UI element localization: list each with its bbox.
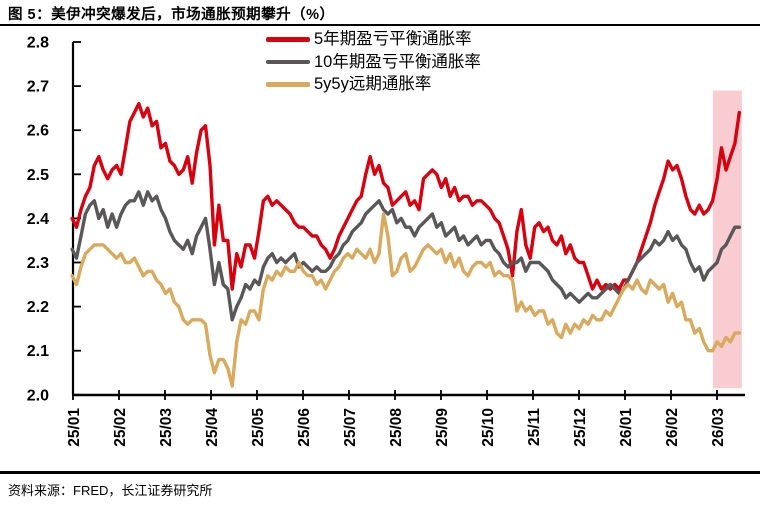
- x-tick-label: 25/11: [526, 408, 543, 446]
- y-tick-label: 2.5: [27, 167, 49, 184]
- chart-legend: 5年期盈亏平衡通胀率 10年期盈亏平衡通胀率 5y5y远期通胀率: [266, 28, 481, 96]
- series-3-line-swatch: [266, 82, 310, 87]
- y-tick-label: 2.3: [27, 255, 49, 272]
- x-tick-label: 25/04: [204, 408, 221, 447]
- series-line-2: [70, 190, 741, 322]
- y-tick-label: 2.8: [27, 35, 49, 52]
- x-tick-label: 25/09: [434, 408, 451, 447]
- footer-divider: [0, 471, 760, 474]
- x-tick-label: 26/02: [664, 408, 681, 447]
- y-tick-label: 2.6: [27, 123, 49, 140]
- y-tick-label: 2.4: [27, 211, 49, 228]
- x-tick-label: 25/08: [388, 408, 405, 447]
- x-tick-label: 25/03: [158, 408, 175, 447]
- legend-item-5y-breakeven: 5年期盈亏平衡通胀率: [266, 28, 481, 51]
- x-tick-label: 25/06: [296, 408, 313, 447]
- series-2-line-swatch: [266, 59, 310, 64]
- line-chart: 2.0 2.1 2.2 2.3 2.4 2.5 2.6 2.7 2.8 25/01 25/02 25/…: [27, 35, 745, 447]
- legend-label: 5年期盈亏平衡通胀率: [314, 30, 472, 48]
- x-tick-label: 26/03: [710, 408, 727, 447]
- x-tick-label: 25/12: [572, 408, 589, 447]
- x-tick-label: 26/01: [618, 408, 635, 447]
- x-tick-label: 25/05: [250, 408, 267, 447]
- x-tick-label: 25/02: [112, 408, 129, 447]
- y-tick-label: 2.2: [27, 299, 49, 316]
- legend-item-5y5y-forward: 5y5y远期通胀率: [266, 73, 481, 96]
- y-tick-label: 2.0: [27, 387, 49, 404]
- x-tick-label: 25/07: [342, 408, 359, 447]
- series-1-line-swatch: [266, 37, 310, 42]
- y-tick-label: 2.1: [27, 343, 49, 360]
- legend-label: 10年期盈亏平衡通胀率: [314, 52, 481, 71]
- y-tick-label: 2.7: [27, 79, 49, 96]
- figure-title: 图 5：美伊冲突爆发后，市场通胀预期攀升（%）: [8, 7, 335, 23]
- legend-label: 5y5y远期通胀率: [314, 75, 432, 93]
- x-tick-label: 25/01: [66, 408, 83, 447]
- x-tick-label: 25/10: [480, 408, 497, 447]
- title-divider: [0, 24, 760, 26]
- legend-item-10y-breakeven: 10年期盈亏平衡通胀率: [266, 51, 481, 74]
- source-note: 资料来源：FRED，长江证券研究所: [8, 483, 213, 498]
- series-line-3: [70, 212, 741, 388]
